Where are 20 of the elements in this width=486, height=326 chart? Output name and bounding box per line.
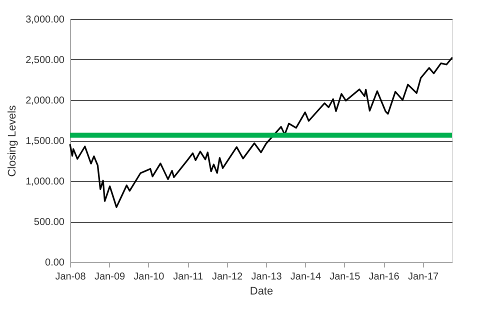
x-tick-label: Jan-10 (134, 272, 165, 282)
x-tick-label: Jan-11 (173, 272, 204, 282)
x-tick-label: Jan-13 (251, 272, 282, 282)
x-tick-label: Jan-12 (212, 272, 243, 282)
x-tick-label: Jan-14 (290, 272, 322, 282)
x-tick-label: Jan-08 (55, 272, 86, 282)
y-tick-label: 3,000.00 (26, 14, 65, 26)
y-axis-title: Closing Levels (6, 104, 19, 177)
x-tick-label: Jan-15 (330, 272, 361, 282)
y-tick-label: 1,500.00 (26, 136, 65, 147)
line-series (69, 57, 453, 208)
x-tick-label: Jan-17 (408, 272, 440, 282)
x-tick-label: Jan-09 (94, 272, 126, 282)
y-tick-label: 2,500.00 (26, 55, 65, 66)
x-tick-label: Jan-16 (368, 272, 400, 282)
x-axis-title: Date (250, 286, 274, 298)
y-tick-label: 500.00 (34, 217, 65, 228)
y-tick-label: 0.00 (45, 258, 65, 268)
y-tick-label: 1,000.00 (26, 176, 65, 188)
y-tick-label: 2,000.00 (26, 96, 65, 106)
